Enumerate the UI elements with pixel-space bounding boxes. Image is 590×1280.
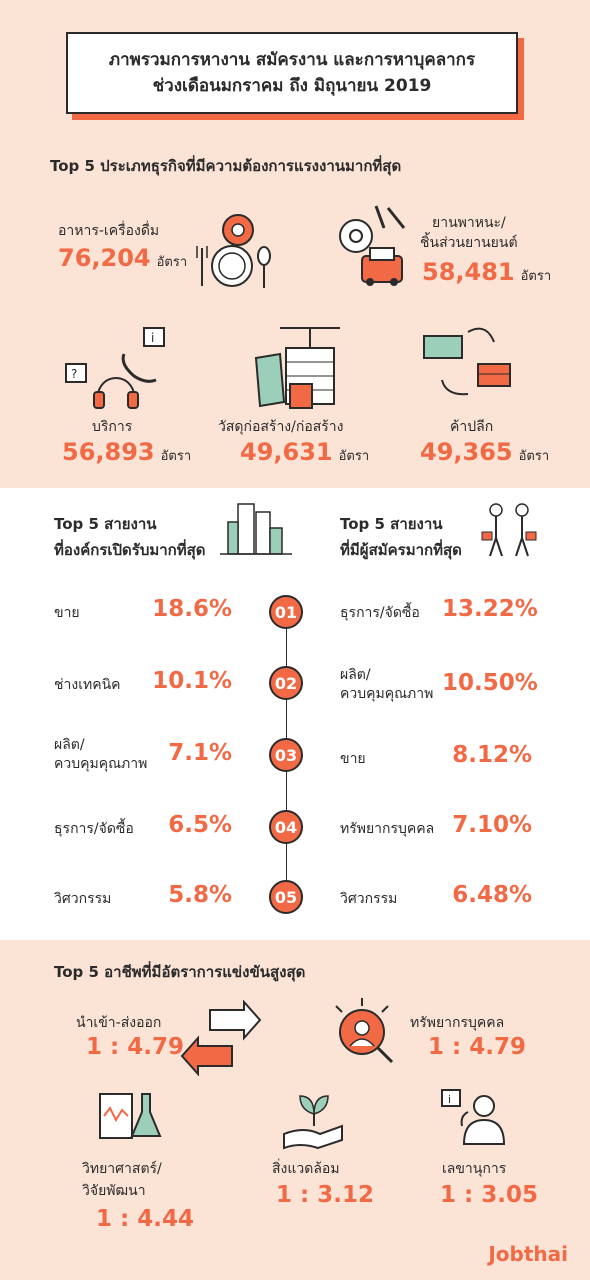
left-field-pct: 10.1% bbox=[152, 668, 232, 694]
left-field-label: ธุรการ/จัดซื้อ bbox=[54, 821, 134, 837]
section-business-types: ภาพรวมการหางาน สมัครงาน และการหาบุคลากร … bbox=[0, 0, 590, 488]
occupation-ratio: 1 : 3.05 bbox=[440, 1182, 538, 1208]
retail-icon bbox=[423, 327, 511, 396]
title-line-2: ช่วงเดือนมกราคม ถึง มิถุนายน 2019 bbox=[152, 76, 432, 96]
title-box: ภาพรวมการหางาน สมัครงาน และการหาบุคลากร … bbox=[66, 32, 518, 114]
occupation-ratio: 1 : 4.79 bbox=[428, 1034, 526, 1060]
construction-icon bbox=[254, 327, 340, 409]
occupation-label: สิ่งแวดล้อม bbox=[272, 1161, 340, 1177]
business-label: วัสดุก่อสร้าง/ก่อสร้าง bbox=[218, 419, 344, 435]
svg-text:i: i bbox=[151, 331, 154, 345]
rank-badge: 02 bbox=[269, 666, 303, 700]
environment-icon bbox=[283, 1095, 343, 1150]
right-field-pct: 6.48% bbox=[452, 882, 532, 908]
svg-text:?: ? bbox=[71, 367, 77, 381]
section-top-job-fields bbox=[0, 488, 590, 940]
right-field-label: ขาย bbox=[340, 751, 366, 767]
business-value: 49,631 อัตรา bbox=[240, 438, 370, 466]
rank-badge: 03 bbox=[269, 738, 303, 772]
business-label: ค้าปลีก bbox=[450, 419, 494, 435]
business-label: อาหาร-เครื่องดื่ม bbox=[58, 223, 160, 239]
section3-heading: Top 5 อาชีพที่มีอัตราการแข่งขันสูงสุด bbox=[54, 963, 306, 981]
occupation-label: นำเข้า-ส่งออก bbox=[76, 1015, 162, 1031]
dining-icon bbox=[196, 214, 271, 288]
left-field-pct: 7.1% bbox=[168, 740, 232, 766]
right-field-pct: 7.10% bbox=[452, 812, 532, 838]
occupation-ratio: 1 : 4.79 bbox=[86, 1034, 184, 1060]
business-value: 49,365 อัตรา bbox=[420, 438, 550, 466]
secretary-icon: i bbox=[441, 1089, 506, 1145]
right-field-label: ธุรการ/จัดซื้อ bbox=[340, 605, 420, 621]
left-field-pct: 6.5% bbox=[168, 812, 232, 838]
occupation-label: เลขานุการ bbox=[442, 1161, 507, 1177]
applicants-icon bbox=[481, 503, 537, 557]
left-field-label: ขาย bbox=[54, 605, 80, 621]
left-field-label-line2: ควบคุมคุณภาพ bbox=[54, 756, 148, 772]
section1-heading: Top 5 ประเภทธุรกิจที่มีความต้องการแรงงาน… bbox=[50, 157, 402, 175]
service-icon: i ? bbox=[65, 327, 165, 409]
business-label: บริการ bbox=[92, 419, 133, 435]
hr-search-icon bbox=[335, 998, 394, 1064]
science-icon bbox=[99, 1093, 162, 1139]
right-field-label: ทรัพยากรบุคคล bbox=[340, 821, 435, 837]
right-field-pct: 8.12% bbox=[452, 742, 532, 768]
left-field-pct: 5.8% bbox=[168, 882, 232, 908]
rank-badge: 05 bbox=[269, 880, 303, 914]
left-field-pct: 18.6% bbox=[152, 596, 232, 622]
occupation-ratio: 1 : 3.12 bbox=[276, 1182, 374, 1208]
business-value: 76,204 อัตรา bbox=[58, 244, 188, 272]
left-field-label: ผลิต/ bbox=[54, 737, 85, 753]
import-export-icon bbox=[180, 1000, 262, 1076]
svg-text:i: i bbox=[448, 1093, 451, 1106]
right-field-pct: 10.50% bbox=[442, 670, 538, 696]
right-heading-1: Top 5 สายงาน bbox=[340, 515, 443, 533]
rank-badge: 01 bbox=[269, 595, 303, 629]
left-field-label: ช่างเทคนิค bbox=[54, 677, 121, 693]
title-line-1: ภาพรวมการหางาน สมัครงาน และการหาบุคลากร bbox=[108, 50, 476, 70]
occupation-label: วิทยาศาสตร์/ bbox=[82, 1161, 162, 1177]
left-field-label: วิศวกรรม bbox=[54, 891, 112, 907]
car-parts-icon bbox=[339, 205, 406, 286]
business-value: 58,481 อัตรา bbox=[422, 258, 552, 286]
occupation-ratio: 1 : 4.44 bbox=[96, 1206, 194, 1232]
rank-badge: 04 bbox=[269, 810, 303, 844]
business-label-line2: ชิ้นส่วนยานยนต์ bbox=[420, 235, 518, 251]
left-heading-2: ที่องค์กรเปิดรับมากที่สุด bbox=[54, 541, 206, 559]
office-buildings-icon bbox=[220, 503, 292, 555]
right-heading-2: ที่มีผู้สมัครมากที่สุด bbox=[340, 541, 462, 559]
business-value: 56,893 อัตรา bbox=[62, 438, 192, 466]
right-field-label-line2: ควบคุมคุณภาพ bbox=[340, 686, 434, 702]
right-field-label: วิศวกรรม bbox=[340, 891, 398, 907]
right-field-pct: 13.22% bbox=[442, 596, 538, 622]
occupation-label-line2: วิจัยพัฒนา bbox=[82, 1183, 146, 1199]
left-heading-1: Top 5 สายงาน bbox=[54, 515, 157, 533]
occupation-label: ทรัพยากรบุคคล bbox=[410, 1015, 505, 1031]
jobthai-logo: Jobthai bbox=[488, 1242, 568, 1266]
right-field-label: ผลิต/ bbox=[340, 667, 371, 683]
business-label: ยานพาหนะ/ bbox=[432, 215, 506, 231]
